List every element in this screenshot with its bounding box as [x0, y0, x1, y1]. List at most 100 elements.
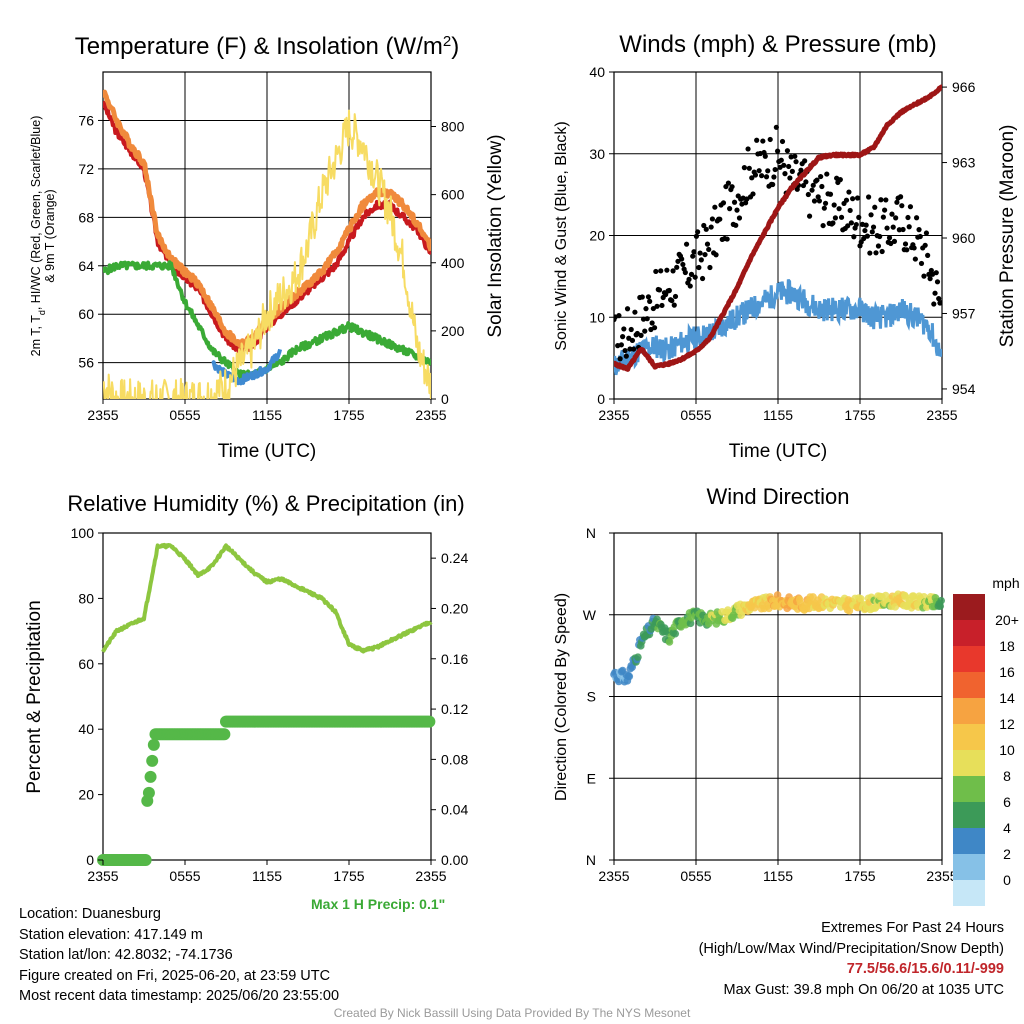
direction-point [671, 629, 680, 638]
info-created: Figure created on Fri, 2025-06-20, at 23… [19, 967, 331, 984]
gust-point [763, 174, 770, 180]
gust-point [850, 196, 856, 202]
gust-point [809, 187, 815, 193]
gust-point [933, 270, 939, 276]
gust-point [645, 294, 652, 300]
gust-point [628, 326, 634, 333]
gust-point [868, 212, 874, 218]
colorbar-swatch [953, 750, 985, 776]
y2-tick-label: 954 [952, 381, 976, 397]
colorbar-label: 16 [999, 664, 1015, 680]
gust-point [734, 207, 740, 213]
y2-tick-label: 0.16 [441, 651, 468, 667]
y-tick-label: 80 [78, 590, 94, 606]
y-axis-label: 2m T, Td, HI/WC (Red, Green, Scarlet/Blu… [29, 116, 57, 357]
gust-point [717, 216, 723, 222]
gust-point [927, 276, 933, 282]
colorbar-label: 20+ [995, 612, 1019, 628]
colorbar-label: 4 [1003, 820, 1011, 836]
colorbar-label: 14 [999, 690, 1015, 706]
gust-point [682, 269, 688, 276]
panel-humidity: 2355 0555 1155 1755 23550204060801000.000.04… [24, 491, 468, 884]
gust-point [664, 267, 670, 273]
gust-point [638, 332, 644, 338]
gust-point [811, 198, 818, 204]
gust-point [904, 247, 910, 253]
x-tick-label: 2355 [87, 868, 118, 884]
gust-point [875, 243, 882, 249]
gust-point [912, 256, 918, 262]
x-tick-label: 0555 [169, 868, 200, 884]
precip-point [147, 738, 160, 751]
colorbar-swatch [953, 672, 985, 698]
panel-title: Wind Direction [706, 484, 849, 509]
gust-point [702, 251, 708, 258]
gust-point [698, 257, 704, 263]
y2-tick-label: 0 [441, 391, 449, 407]
gust-point [786, 163, 792, 170]
gust-point [845, 223, 851, 229]
gust-point [695, 229, 701, 235]
gust-point [882, 207, 888, 213]
gust-point [649, 320, 655, 326]
gust-point [654, 303, 660, 309]
y-tick-label: 100 [71, 525, 95, 541]
direction-point [773, 591, 782, 599]
y-tick-label: 10 [589, 309, 605, 325]
gust-point [708, 224, 714, 230]
y-tick-label: 56 [78, 355, 94, 371]
gust-point [889, 211, 895, 217]
gust-point [878, 197, 884, 203]
colorbar-swatch [953, 854, 985, 880]
extremes-title: Extremes For Past 24 Hours [821, 920, 1004, 936]
info-location: Location: Duanesburg [19, 906, 161, 922]
gust-point [653, 268, 659, 275]
y2-tick-label: 400 [441, 255, 465, 271]
panel-temperature: 2355 0555 1155 1755 2355 56 60 64 68 72 76 0 200 400 6… [29, 33, 506, 463]
gust-point [779, 138, 786, 145]
precip-point [218, 728, 231, 741]
gust-point [905, 214, 911, 221]
x-tick-label: 2355 [415, 407, 446, 423]
y-tick-label: 20 [589, 228, 605, 244]
gust-point [832, 215, 839, 221]
gust-point [749, 175, 755, 181]
y-tick-label: S [587, 689, 596, 705]
gust-point [656, 287, 663, 293]
direction-point [686, 619, 695, 628]
y-tick-label: N [586, 852, 596, 868]
x-tick-label: 0555 [680, 868, 711, 884]
y-axis-label: Direction (Colored By Speed) [553, 593, 570, 801]
gust-point [774, 148, 781, 154]
direction-point [625, 672, 634, 681]
x-axis-label: Time (UTC) [729, 441, 828, 462]
gust-point [696, 264, 702, 271]
precip-point [146, 754, 159, 767]
gust-point [880, 214, 886, 220]
x-tick-label: 1155 [763, 407, 793, 423]
y2-tick-label: 0.04 [441, 802, 468, 818]
series-line-solar [103, 109, 431, 399]
colorbar-label: 0 [1003, 872, 1011, 888]
series-line-rh [101, 542, 433, 654]
gust-point [862, 227, 868, 234]
gust-point [820, 222, 826, 229]
gust-point [616, 313, 622, 319]
gust-point [815, 194, 821, 200]
y2-tick-label: 960 [952, 230, 976, 246]
gust-point [767, 136, 773, 143]
max-gust: Max Gust: 39.8 mph On 06/20 at 1035 UTC [723, 981, 1004, 998]
gust-point [745, 146, 751, 152]
gust-point [814, 177, 820, 183]
gust-point [642, 328, 648, 334]
gust-point [741, 165, 747, 171]
x-tick-label: 2355 [926, 407, 957, 423]
gust-point [736, 215, 743, 221]
gust-point [870, 224, 877, 230]
gust-point [629, 337, 636, 344]
credit-line: Created By Nick Bassill Using Data Provi… [333, 1006, 691, 1020]
extremes-legend: (High/Low/Max Wind/Precipitation/Snow De… [698, 940, 1004, 957]
gust-point [926, 271, 932, 277]
gust-point [883, 197, 889, 203]
gust-point [836, 206, 842, 212]
